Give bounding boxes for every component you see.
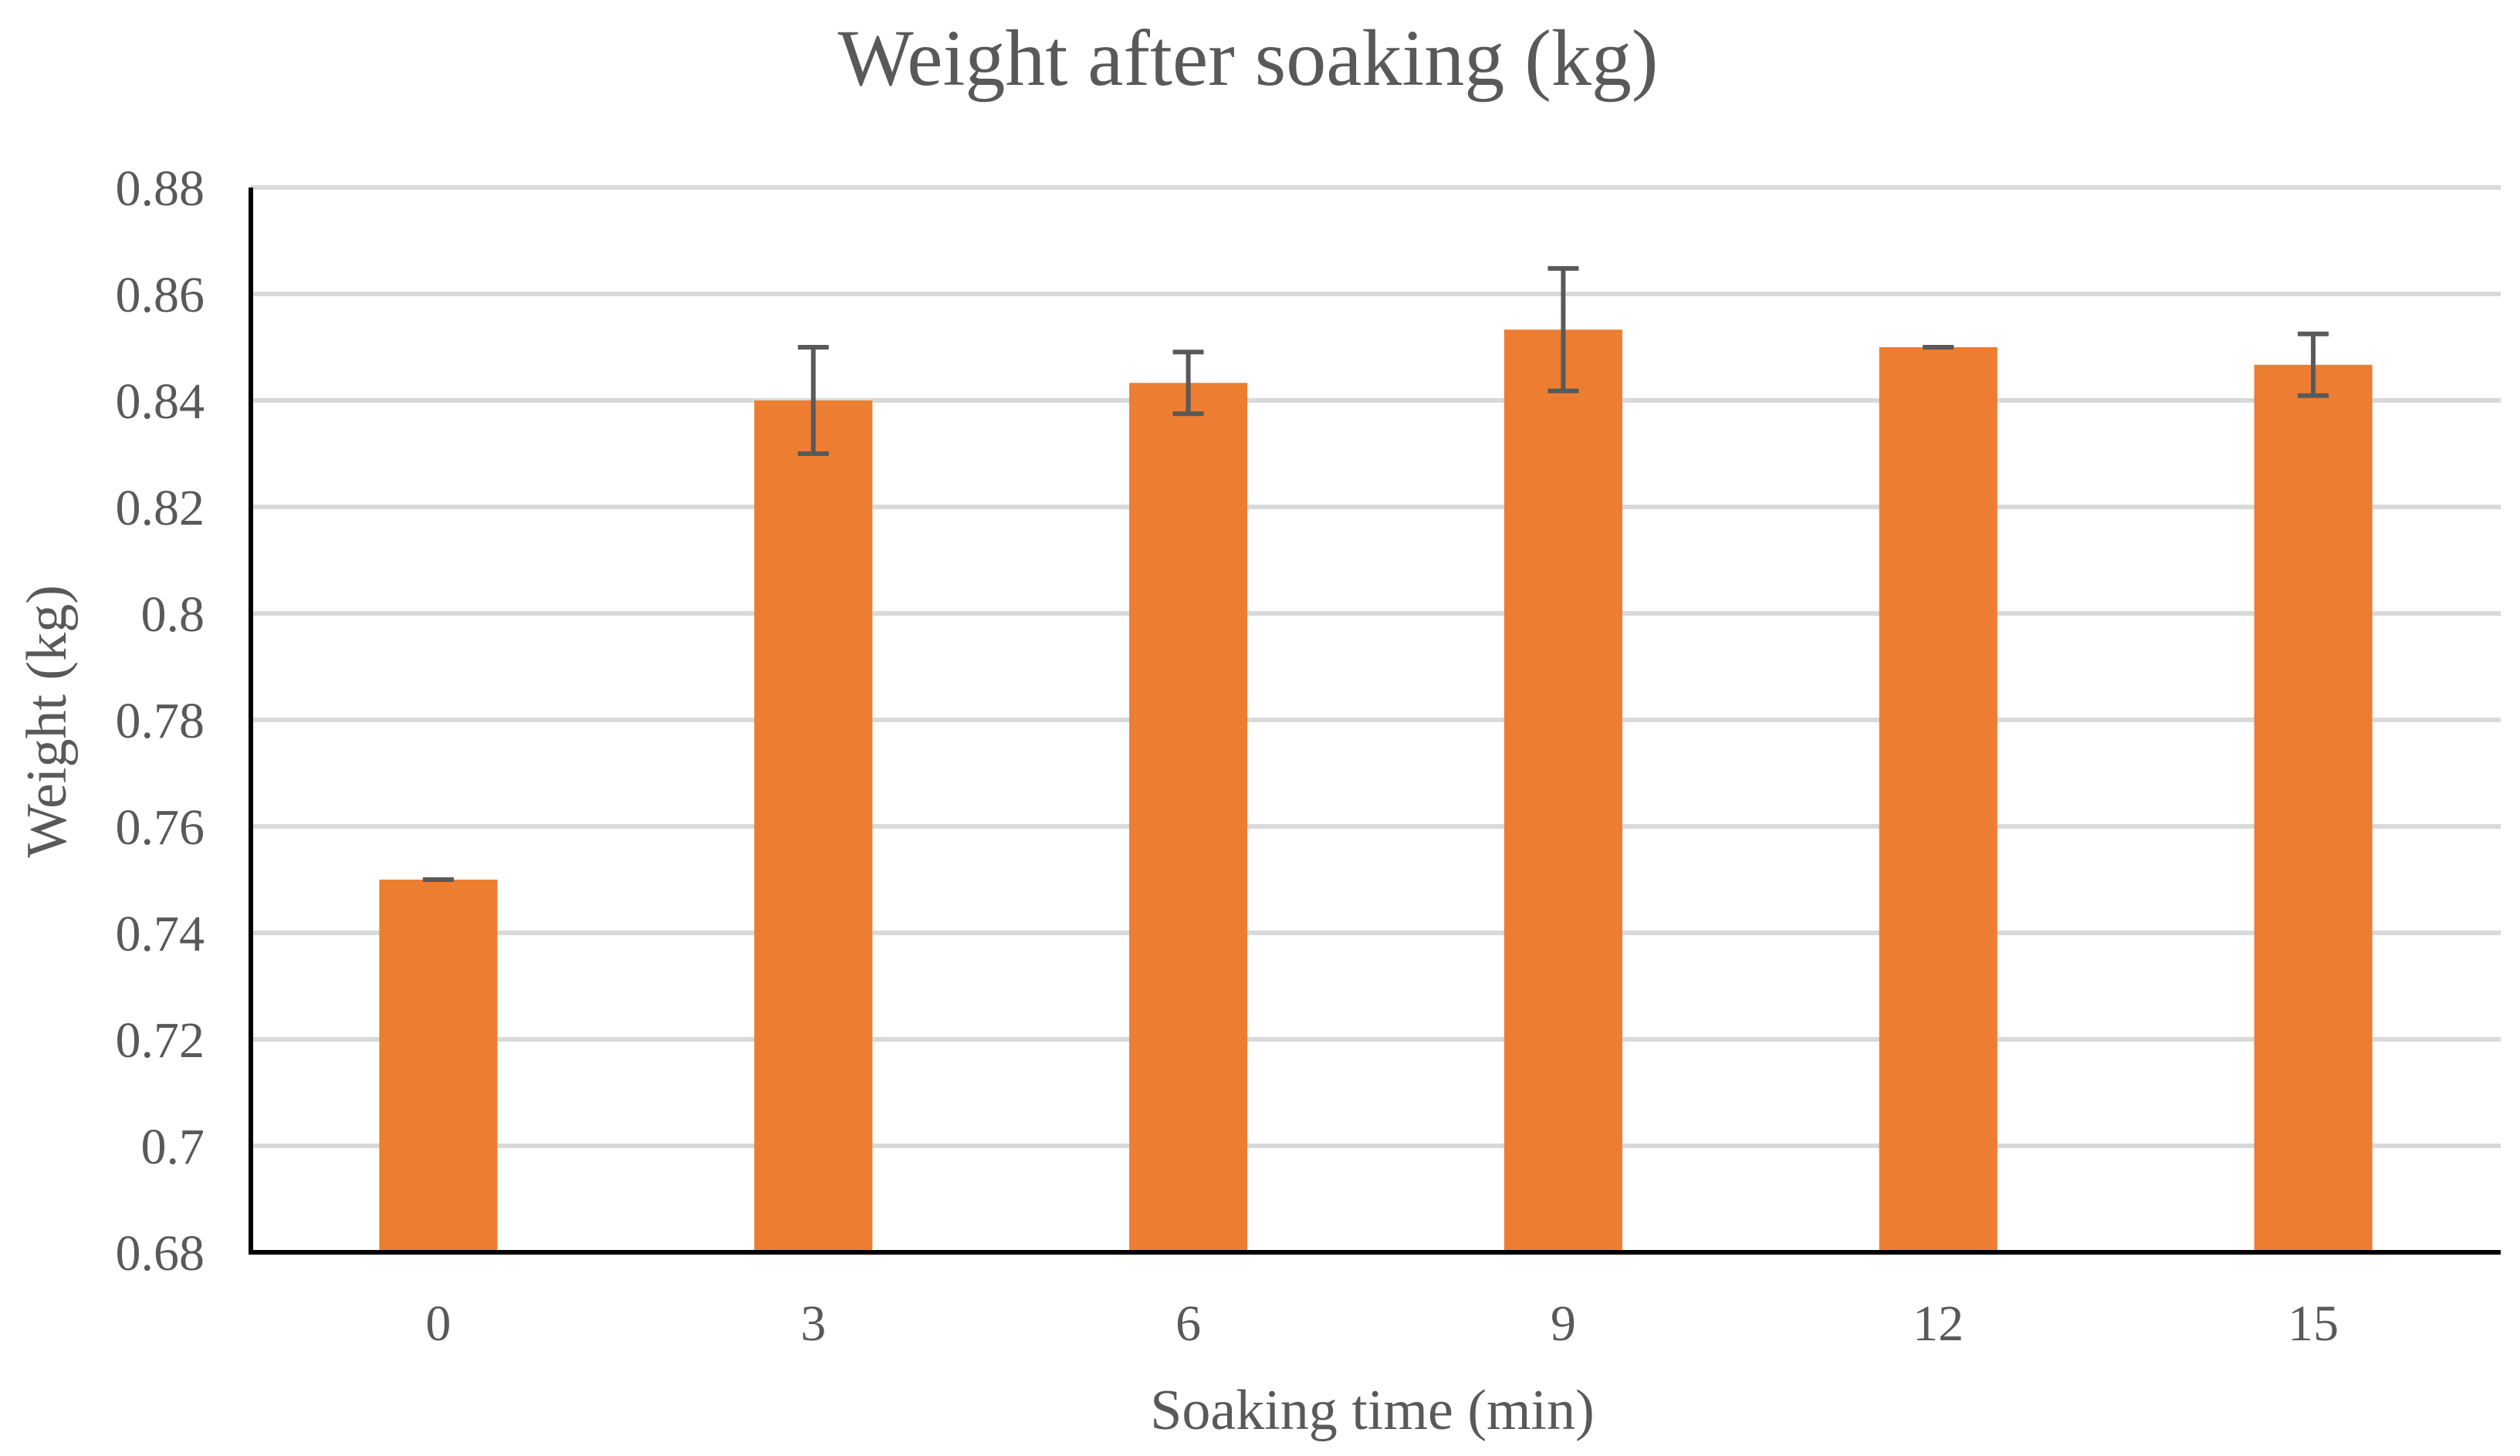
y-axis-title: Weight (kg) [15, 585, 79, 858]
error-bar [1548, 265, 1579, 394]
error-bar [2298, 331, 2329, 398]
bar [379, 880, 498, 1252]
x-axis-title: Soaking time (min) [1150, 1379, 1595, 1442]
error-bar [797, 345, 829, 456]
x-tick-label: 6 [1175, 1296, 1201, 1352]
bar [1129, 383, 1248, 1253]
bar [1504, 329, 1622, 1253]
bars [379, 329, 2373, 1253]
y-tick-label: 0.78 [116, 693, 205, 749]
x-tick-label: 9 [1551, 1296, 1576, 1352]
y-tick-label: 0.76 [116, 799, 205, 856]
bar [1879, 347, 1997, 1252]
y-tick-label: 0.7 [141, 1119, 205, 1175]
bar [754, 400, 873, 1252]
y-tick-label: 0.88 [116, 160, 205, 217]
bar [2254, 364, 2373, 1252]
y-tick-label: 0.84 [116, 373, 205, 430]
y-tick-label: 0.86 [116, 267, 205, 323]
y-tick-label: 0.82 [116, 480, 205, 536]
gridlines [251, 185, 2501, 1148]
y-tick-label: 0.8 [141, 586, 205, 643]
chart-title: Weight after soaking (kg) [837, 14, 1658, 103]
error-bar [1172, 350, 1204, 417]
x-tick-label: 15 [2288, 1296, 2339, 1352]
x-tick-label: 12 [1913, 1296, 1964, 1352]
x-axis-tick-labels: 0 3 6 9 12 15 [425, 1296, 2339, 1352]
error-bars [422, 265, 2329, 882]
y-axis-tick-labels: 0.68 0.7 0.72 0.74 0.76 0.78 0.8 0.82 0.84 0.86 0.… [116, 160, 205, 1282]
y-tick-label: 0.68 [116, 1225, 205, 1282]
y-tick-label: 0.72 [116, 1012, 205, 1069]
y-tick-label: 0.74 [116, 906, 205, 962]
x-tick-label: 0 [425, 1296, 451, 1352]
x-tick-label: 3 [800, 1296, 826, 1352]
